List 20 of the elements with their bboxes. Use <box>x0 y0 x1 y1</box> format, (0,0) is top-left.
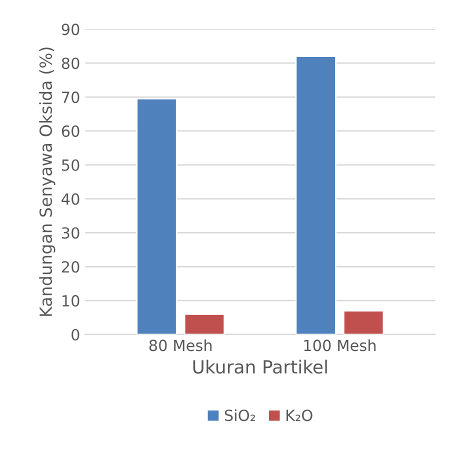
bar <box>184 313 226 335</box>
legend-label: SiO₂ <box>224 409 256 422</box>
y-tick-label: 80 <box>62 58 80 70</box>
x-tick-label: 80 Mesh <box>149 339 212 352</box>
y-tick-label: 60 <box>62 125 80 137</box>
y-tick-label: 30 <box>62 227 80 239</box>
y-tick-label: 70 <box>62 92 80 104</box>
x-axis-title: Ukuran Partikel <box>193 360 327 374</box>
legend-label: K₂O <box>286 410 312 422</box>
bar <box>295 56 336 335</box>
y-tick-label: 0 <box>72 328 80 341</box>
x-tick-label: 100 Mesh <box>304 339 376 352</box>
y-tick-label: 20 <box>62 261 80 273</box>
y-tick-label: 90 <box>62 24 80 36</box>
y-tick-label: 10 <box>62 295 80 307</box>
y-tick-label: 40 <box>62 193 80 205</box>
bar <box>136 98 178 335</box>
y-tick-label: 50 <box>62 159 80 171</box>
y-axis-title: Kandungan Senyawa Oksida (%) <box>39 48 56 316</box>
bar <box>342 310 384 335</box>
